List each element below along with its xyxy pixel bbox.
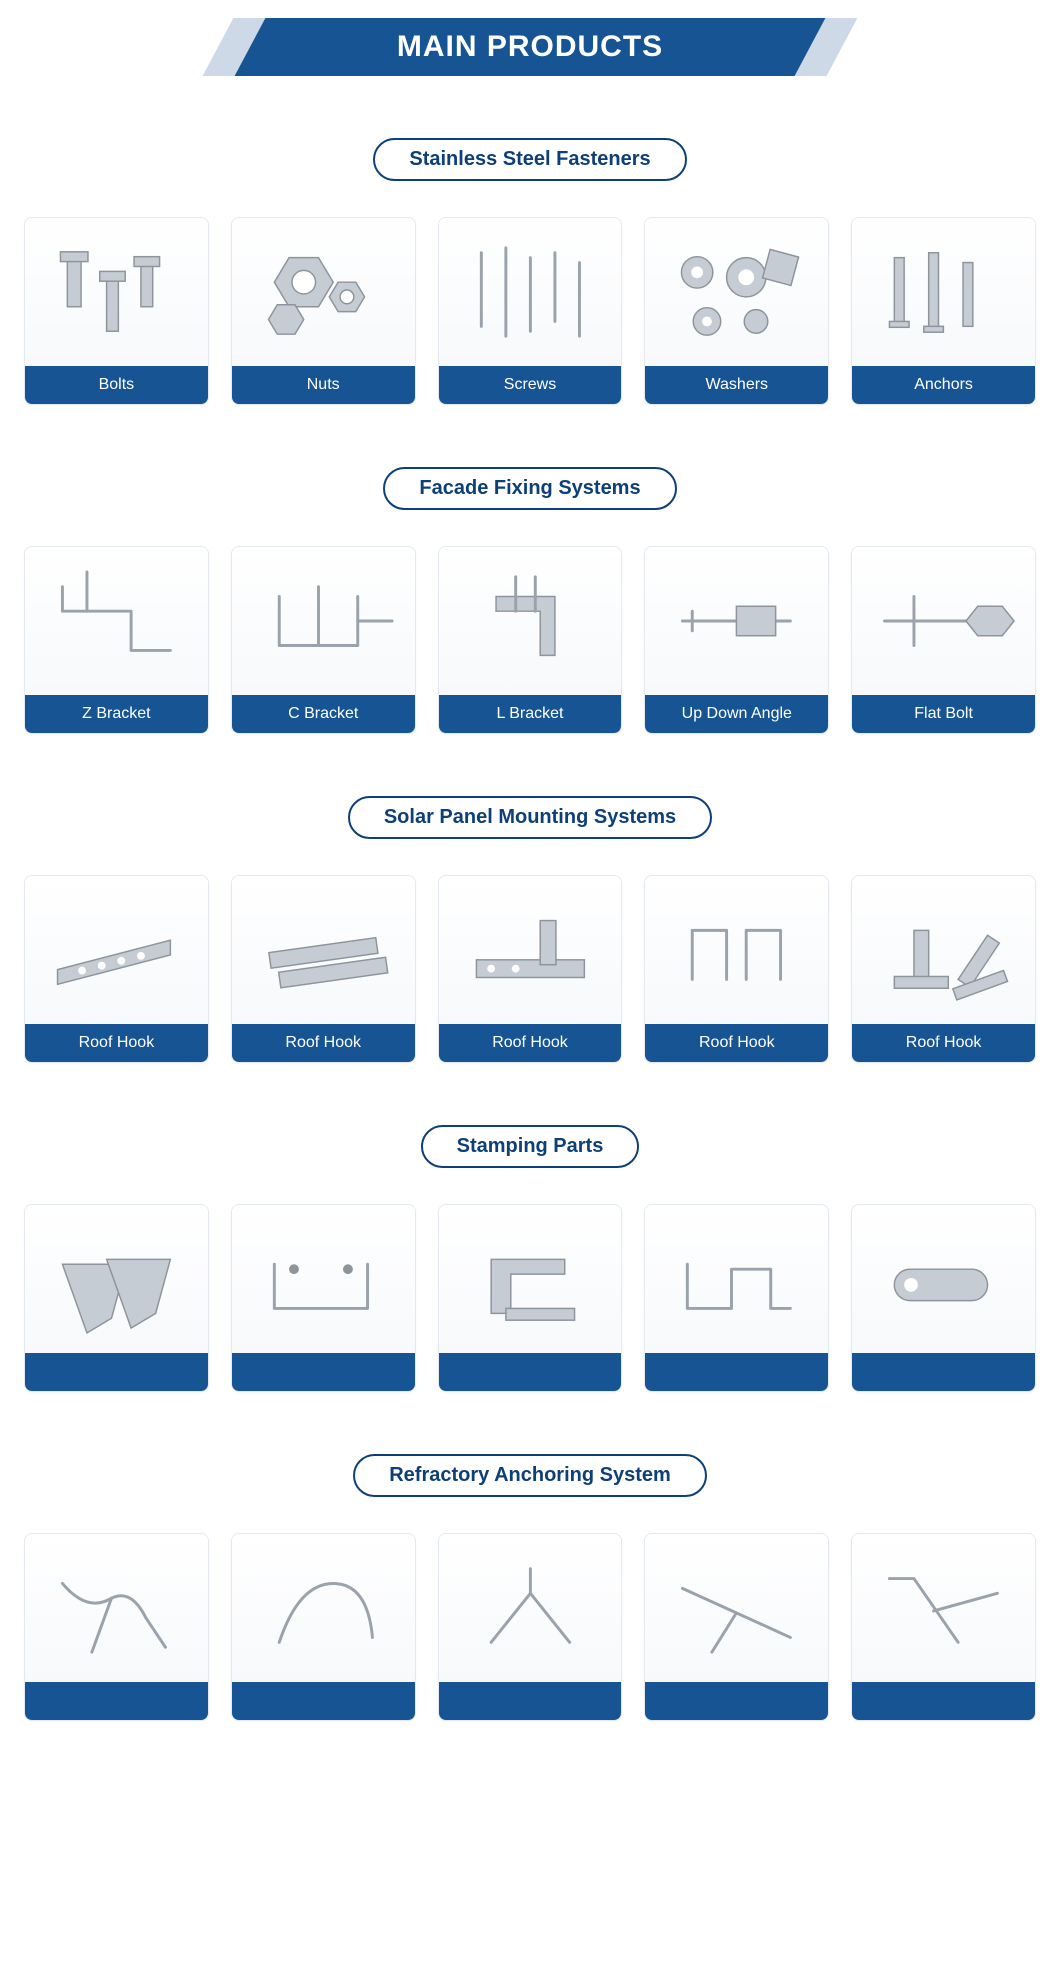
product-label	[852, 1682, 1035, 1720]
product-label: Z Bracket	[25, 695, 208, 733]
product-card[interactable]: Bolts	[24, 217, 209, 405]
product-label	[25, 1353, 208, 1391]
product-label: Flat Bolt	[852, 695, 1035, 733]
product-label	[645, 1682, 828, 1720]
product-card[interactable]: Nuts	[231, 217, 416, 405]
product-label: Up Down Angle	[645, 695, 828, 733]
product-image	[439, 1534, 622, 1682]
product-image	[25, 876, 208, 1024]
product-card[interactable]	[231, 1204, 416, 1392]
product-label: Roof Hook	[232, 1024, 415, 1062]
product-label: Roof Hook	[852, 1024, 1035, 1062]
section-title: Facade Fixing Systems	[383, 467, 676, 510]
main-banner: MAIN PRODUCTS	[250, 18, 810, 76]
product-image	[439, 547, 622, 695]
product-card[interactable]	[644, 1533, 829, 1721]
product-card[interactable]: L Bracket	[438, 546, 623, 734]
product-card[interactable]: Washers	[644, 217, 829, 405]
product-image	[232, 218, 415, 366]
product-card[interactable]: Roof Hook	[231, 875, 416, 1063]
product-image	[852, 876, 1035, 1024]
product-grid	[0, 1533, 1060, 1721]
product-label	[645, 1353, 828, 1391]
product-image	[852, 1205, 1035, 1353]
product-label	[852, 1353, 1035, 1391]
product-card[interactable]	[231, 1533, 416, 1721]
product-card[interactable]	[851, 1204, 1036, 1392]
product-image	[232, 1205, 415, 1353]
product-grid: Bolts Nuts Screws Washers Anchors	[0, 217, 1060, 405]
product-label: Nuts	[232, 366, 415, 404]
product-card[interactable]: Flat Bolt	[851, 546, 1036, 734]
product-image	[645, 547, 828, 695]
product-label	[25, 1682, 208, 1720]
product-image	[645, 218, 828, 366]
product-card[interactable]	[438, 1533, 623, 1721]
product-label: Screws	[439, 366, 622, 404]
banner-title: MAIN PRODUCTS	[397, 30, 663, 64]
product-card[interactable]	[851, 1533, 1036, 1721]
product-image	[645, 1205, 828, 1353]
product-image	[232, 1534, 415, 1682]
section-title: Stamping Parts	[421, 1125, 640, 1168]
product-image	[25, 1534, 208, 1682]
product-card[interactable]	[24, 1204, 209, 1392]
product-image	[852, 547, 1035, 695]
product-image	[25, 547, 208, 695]
product-image	[645, 876, 828, 1024]
product-image	[852, 1534, 1035, 1682]
product-card[interactable]: Roof Hook	[438, 875, 623, 1063]
section-3: Stamping Parts	[0, 1125, 1060, 1392]
product-label: Roof Hook	[439, 1024, 622, 1062]
section-4: Refractory Anchoring System	[0, 1454, 1060, 1721]
product-card[interactable]: Roof Hook	[644, 875, 829, 1063]
product-image	[439, 218, 622, 366]
product-label: Bolts	[25, 366, 208, 404]
section-2: Solar Panel Mounting SystemsRoof HookRoo…	[0, 796, 1060, 1063]
product-card[interactable]: Z Bracket	[24, 546, 209, 734]
product-label: Washers	[645, 366, 828, 404]
product-label: C Bracket	[232, 695, 415, 733]
product-image	[439, 1205, 622, 1353]
product-card[interactable]: Roof Hook	[851, 875, 1036, 1063]
product-label	[439, 1353, 622, 1391]
product-grid: Roof Hook Roof Hook Roof Hook Roof Hook Roof…	[0, 875, 1060, 1063]
section-title: Refractory Anchoring System	[353, 1454, 707, 1497]
product-card[interactable]: Anchors	[851, 217, 1036, 405]
product-label	[232, 1682, 415, 1720]
product-card[interactable]: Screws	[438, 217, 623, 405]
product-image	[439, 876, 622, 1024]
product-grid: Z Bracket C Bracket L Bracket Up Down Angle…	[0, 546, 1060, 734]
product-card[interactable]	[24, 1533, 209, 1721]
product-card[interactable]: C Bracket	[231, 546, 416, 734]
product-card[interactable]	[438, 1204, 623, 1392]
page: MAIN PRODUCTS Stainless Steel Fasteners B…	[0, 18, 1060, 1721]
product-label	[439, 1682, 622, 1720]
section-1: Facade Fixing Systems Z Bracket C Bracket L…	[0, 467, 1060, 734]
product-grid	[0, 1204, 1060, 1392]
product-card[interactable]: Roof Hook	[24, 875, 209, 1063]
product-image	[25, 218, 208, 366]
product-image	[852, 218, 1035, 366]
section-title: Solar Panel Mounting Systems	[348, 796, 712, 839]
product-image	[25, 1205, 208, 1353]
product-card[interactable]: Up Down Angle	[644, 546, 829, 734]
product-label: L Bracket	[439, 695, 622, 733]
product-label: Roof Hook	[25, 1024, 208, 1062]
section-title: Stainless Steel Fasteners	[373, 138, 686, 181]
section-0: Stainless Steel Fasteners Bolts Nuts Screws…	[0, 138, 1060, 405]
product-label: Anchors	[852, 366, 1035, 404]
product-image	[232, 876, 415, 1024]
product-label	[232, 1353, 415, 1391]
product-card[interactable]	[644, 1204, 829, 1392]
product-label: Roof Hook	[645, 1024, 828, 1062]
product-image	[232, 547, 415, 695]
product-image	[645, 1534, 828, 1682]
